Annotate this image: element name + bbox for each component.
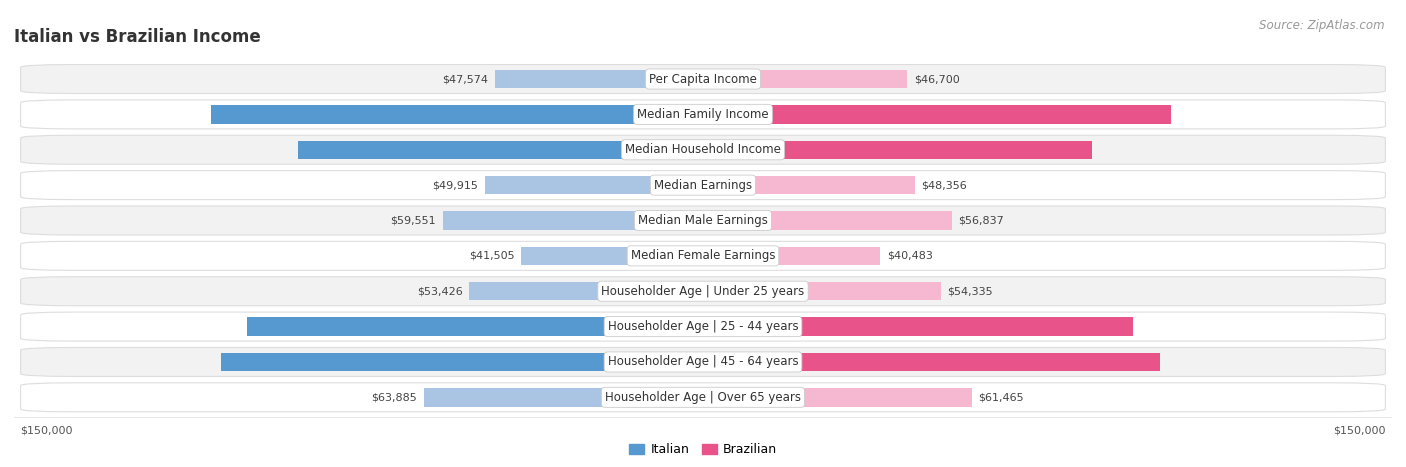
- FancyBboxPatch shape: [21, 383, 1385, 412]
- FancyBboxPatch shape: [21, 64, 1385, 93]
- Bar: [703, 211, 952, 230]
- Text: Per Capita Income: Per Capita Income: [650, 72, 756, 85]
- Text: $98,267: $98,267: [710, 322, 761, 332]
- Text: $63,885: $63,885: [371, 392, 418, 402]
- Bar: [423, 388, 703, 406]
- Bar: [703, 105, 1171, 124]
- Legend: Italian, Brazilian: Italian, Brazilian: [624, 439, 782, 461]
- Text: $49,915: $49,915: [432, 180, 478, 190]
- Text: Householder Age | 45 - 64 years: Householder Age | 45 - 64 years: [607, 355, 799, 368]
- Text: $110,224: $110,224: [638, 357, 696, 367]
- Text: Median Female Earnings: Median Female Earnings: [631, 249, 775, 262]
- Bar: [470, 282, 703, 300]
- Bar: [495, 70, 703, 88]
- FancyBboxPatch shape: [21, 347, 1385, 376]
- FancyBboxPatch shape: [21, 277, 1385, 306]
- Text: $41,505: $41,505: [470, 251, 515, 261]
- Text: $61,465: $61,465: [979, 392, 1024, 402]
- FancyBboxPatch shape: [21, 100, 1385, 129]
- FancyBboxPatch shape: [21, 206, 1385, 235]
- Bar: [703, 353, 1160, 371]
- FancyBboxPatch shape: [21, 170, 1385, 199]
- Bar: [703, 282, 941, 300]
- Bar: [703, 388, 972, 406]
- Bar: [221, 353, 703, 371]
- Bar: [211, 105, 703, 124]
- Text: $88,934: $88,934: [710, 145, 761, 155]
- Text: $48,356: $48,356: [921, 180, 967, 190]
- Bar: [703, 318, 1133, 336]
- Text: $54,335: $54,335: [948, 286, 993, 296]
- FancyBboxPatch shape: [21, 135, 1385, 164]
- Text: $46,700: $46,700: [914, 74, 959, 84]
- Text: Median Male Earnings: Median Male Earnings: [638, 214, 768, 227]
- Bar: [522, 247, 703, 265]
- Text: Median Household Income: Median Household Income: [626, 143, 780, 156]
- Text: $56,837: $56,837: [957, 215, 1004, 226]
- Text: $92,475: $92,475: [645, 145, 696, 155]
- Text: Householder Age | Under 25 years: Householder Age | Under 25 years: [602, 285, 804, 298]
- Bar: [703, 176, 914, 194]
- Bar: [485, 176, 703, 194]
- Bar: [298, 141, 703, 159]
- Text: Italian vs Brazilian Income: Italian vs Brazilian Income: [14, 28, 260, 46]
- Bar: [703, 141, 1092, 159]
- Text: $53,426: $53,426: [418, 286, 463, 296]
- Text: $59,551: $59,551: [391, 215, 436, 226]
- Text: $104,408: $104,408: [710, 357, 768, 367]
- Bar: [703, 247, 880, 265]
- Text: $40,483: $40,483: [887, 251, 932, 261]
- Bar: [247, 318, 703, 336]
- Text: Median Earnings: Median Earnings: [654, 178, 752, 191]
- Text: Median Family Income: Median Family Income: [637, 108, 769, 121]
- FancyBboxPatch shape: [21, 312, 1385, 341]
- Text: $106,942: $106,942: [710, 109, 768, 120]
- Text: $47,574: $47,574: [443, 74, 488, 84]
- FancyBboxPatch shape: [21, 241, 1385, 270]
- Text: Source: ZipAtlas.com: Source: ZipAtlas.com: [1260, 19, 1385, 32]
- Text: $104,215: $104,215: [638, 322, 696, 332]
- Text: $112,372: $112,372: [638, 109, 696, 120]
- Text: Householder Age | Over 65 years: Householder Age | Over 65 years: [605, 391, 801, 404]
- Bar: [443, 211, 703, 230]
- Bar: [703, 70, 907, 88]
- Text: Householder Age | 25 - 44 years: Householder Age | 25 - 44 years: [607, 320, 799, 333]
